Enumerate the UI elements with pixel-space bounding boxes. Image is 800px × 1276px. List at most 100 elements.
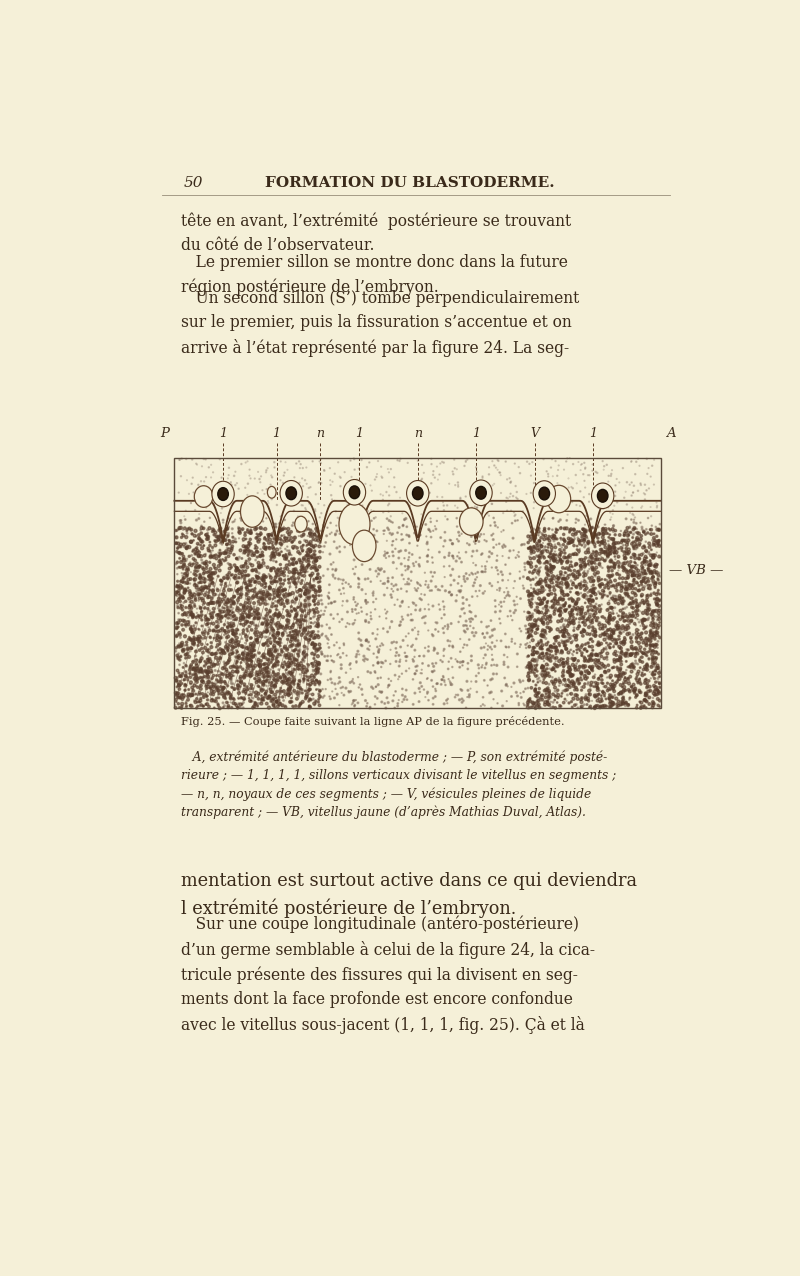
Point: [552, 611, 565, 632]
Point: [322, 593, 335, 614]
Point: [251, 527, 264, 547]
Point: [242, 522, 254, 542]
Point: [213, 605, 226, 625]
Point: [623, 623, 636, 643]
Point: [524, 569, 537, 590]
Point: [541, 482, 554, 503]
Point: [175, 698, 188, 718]
Point: [530, 656, 542, 676]
Point: [529, 638, 542, 658]
Point: [384, 523, 397, 544]
Point: [638, 690, 650, 711]
Point: [621, 643, 634, 664]
Point: [598, 569, 611, 590]
Point: [590, 563, 603, 583]
Point: [230, 643, 242, 664]
Point: [262, 491, 274, 512]
Text: n: n: [414, 427, 422, 440]
Point: [500, 487, 513, 508]
Point: [586, 547, 599, 568]
Point: [284, 683, 297, 703]
Point: [418, 612, 431, 633]
Point: [203, 672, 216, 693]
Point: [275, 573, 288, 593]
Point: [322, 629, 335, 649]
Point: [567, 676, 580, 697]
Point: [172, 482, 185, 503]
Point: [429, 612, 442, 633]
Point: [558, 530, 570, 550]
Point: [530, 583, 543, 604]
Point: [215, 532, 228, 553]
Point: [194, 607, 206, 628]
Point: [284, 471, 297, 491]
Point: [234, 607, 247, 628]
Point: [476, 623, 489, 643]
Point: [566, 574, 579, 595]
Point: [529, 660, 542, 680]
Point: [386, 512, 399, 532]
Point: [594, 633, 607, 653]
Point: [530, 686, 543, 707]
Point: [520, 657, 533, 678]
Point: [211, 680, 224, 701]
Point: [264, 692, 277, 712]
Point: [238, 556, 250, 577]
Point: [576, 635, 589, 656]
Point: [647, 621, 660, 642]
Point: [174, 646, 187, 666]
Point: [617, 535, 630, 555]
Point: [226, 624, 239, 644]
Point: [594, 692, 606, 712]
Point: [563, 671, 576, 692]
Point: [403, 542, 416, 563]
Point: [198, 584, 211, 605]
Point: [270, 653, 282, 674]
Point: [546, 524, 559, 545]
Point: [574, 600, 587, 620]
Point: [263, 524, 276, 545]
Point: [642, 649, 655, 670]
Point: [463, 601, 476, 621]
Point: [263, 578, 276, 598]
Point: [296, 601, 309, 621]
Point: [177, 568, 190, 588]
Point: [626, 565, 639, 586]
Point: [602, 545, 615, 565]
Point: [242, 639, 255, 660]
Point: [256, 480, 269, 500]
Point: [619, 481, 632, 501]
Point: [170, 689, 182, 709]
Point: [278, 476, 290, 496]
Point: [178, 653, 190, 674]
Point: [594, 598, 607, 619]
Point: [654, 672, 666, 693]
Point: [645, 656, 658, 676]
Point: [267, 522, 280, 542]
Point: [266, 644, 278, 665]
Point: [265, 665, 278, 685]
Point: [425, 527, 438, 547]
Point: [642, 533, 655, 554]
Point: [620, 541, 633, 561]
Point: [274, 564, 287, 584]
Point: [297, 642, 310, 662]
Point: [174, 610, 187, 630]
Point: [626, 606, 639, 627]
Point: [592, 532, 605, 553]
Point: [193, 652, 206, 672]
Point: [647, 656, 660, 676]
Point: [550, 567, 563, 587]
Point: [589, 565, 602, 586]
Point: [269, 676, 282, 697]
Point: [291, 643, 304, 664]
Point: [489, 516, 502, 536]
Point: [634, 649, 646, 670]
Point: [654, 590, 666, 610]
Point: [306, 527, 319, 547]
Point: [243, 565, 256, 586]
Point: [319, 532, 332, 553]
Point: [430, 612, 443, 633]
Point: [483, 541, 496, 561]
Point: [388, 698, 401, 718]
